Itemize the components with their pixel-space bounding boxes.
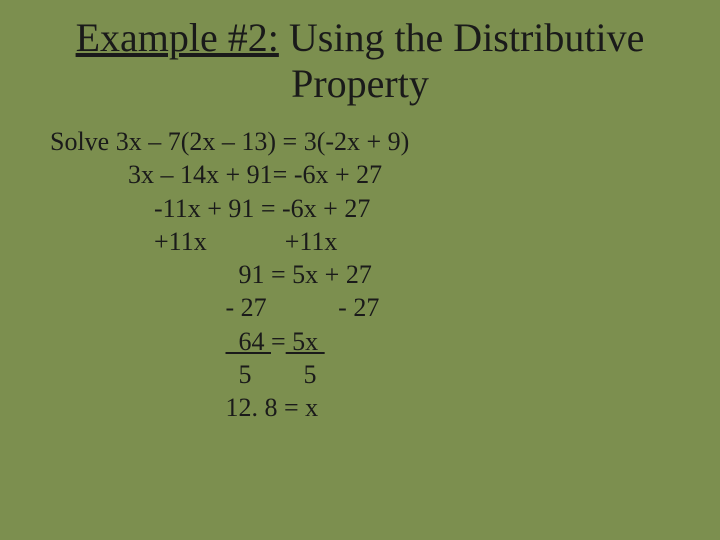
- equation-line-9: 12. 8 = x: [50, 391, 670, 424]
- equation-line-8: 5 5: [50, 358, 670, 391]
- slide-body: Solve 3x – 7(2x – 13) = 3(-2x + 9) 3x – …: [50, 125, 670, 424]
- equation-line-3: -11x + 91 = -6x + 27: [50, 192, 670, 225]
- equation-line-2: 3x – 14x + 91= -6x + 27: [50, 158, 670, 191]
- equation-line-6: - 27 - 27: [50, 291, 670, 324]
- slide-container: Example #2: Using the Distributive Prope…: [0, 0, 720, 424]
- slide-title: Example #2: Using the Distributive Prope…: [50, 15, 670, 107]
- title-line2: Property: [291, 61, 429, 106]
- equation-line-5: 91 = 5x + 27: [50, 258, 670, 291]
- equation-line-4: +11x +11x: [50, 225, 670, 258]
- equation-line-7: 64 = 5x: [50, 325, 670, 358]
- title-underlined: Example #2:: [76, 15, 279, 60]
- equation-line-1: Solve 3x – 7(2x – 13) = 3(-2x + 9): [50, 125, 670, 158]
- title-rest-line1: Using the Distributive: [279, 15, 645, 60]
